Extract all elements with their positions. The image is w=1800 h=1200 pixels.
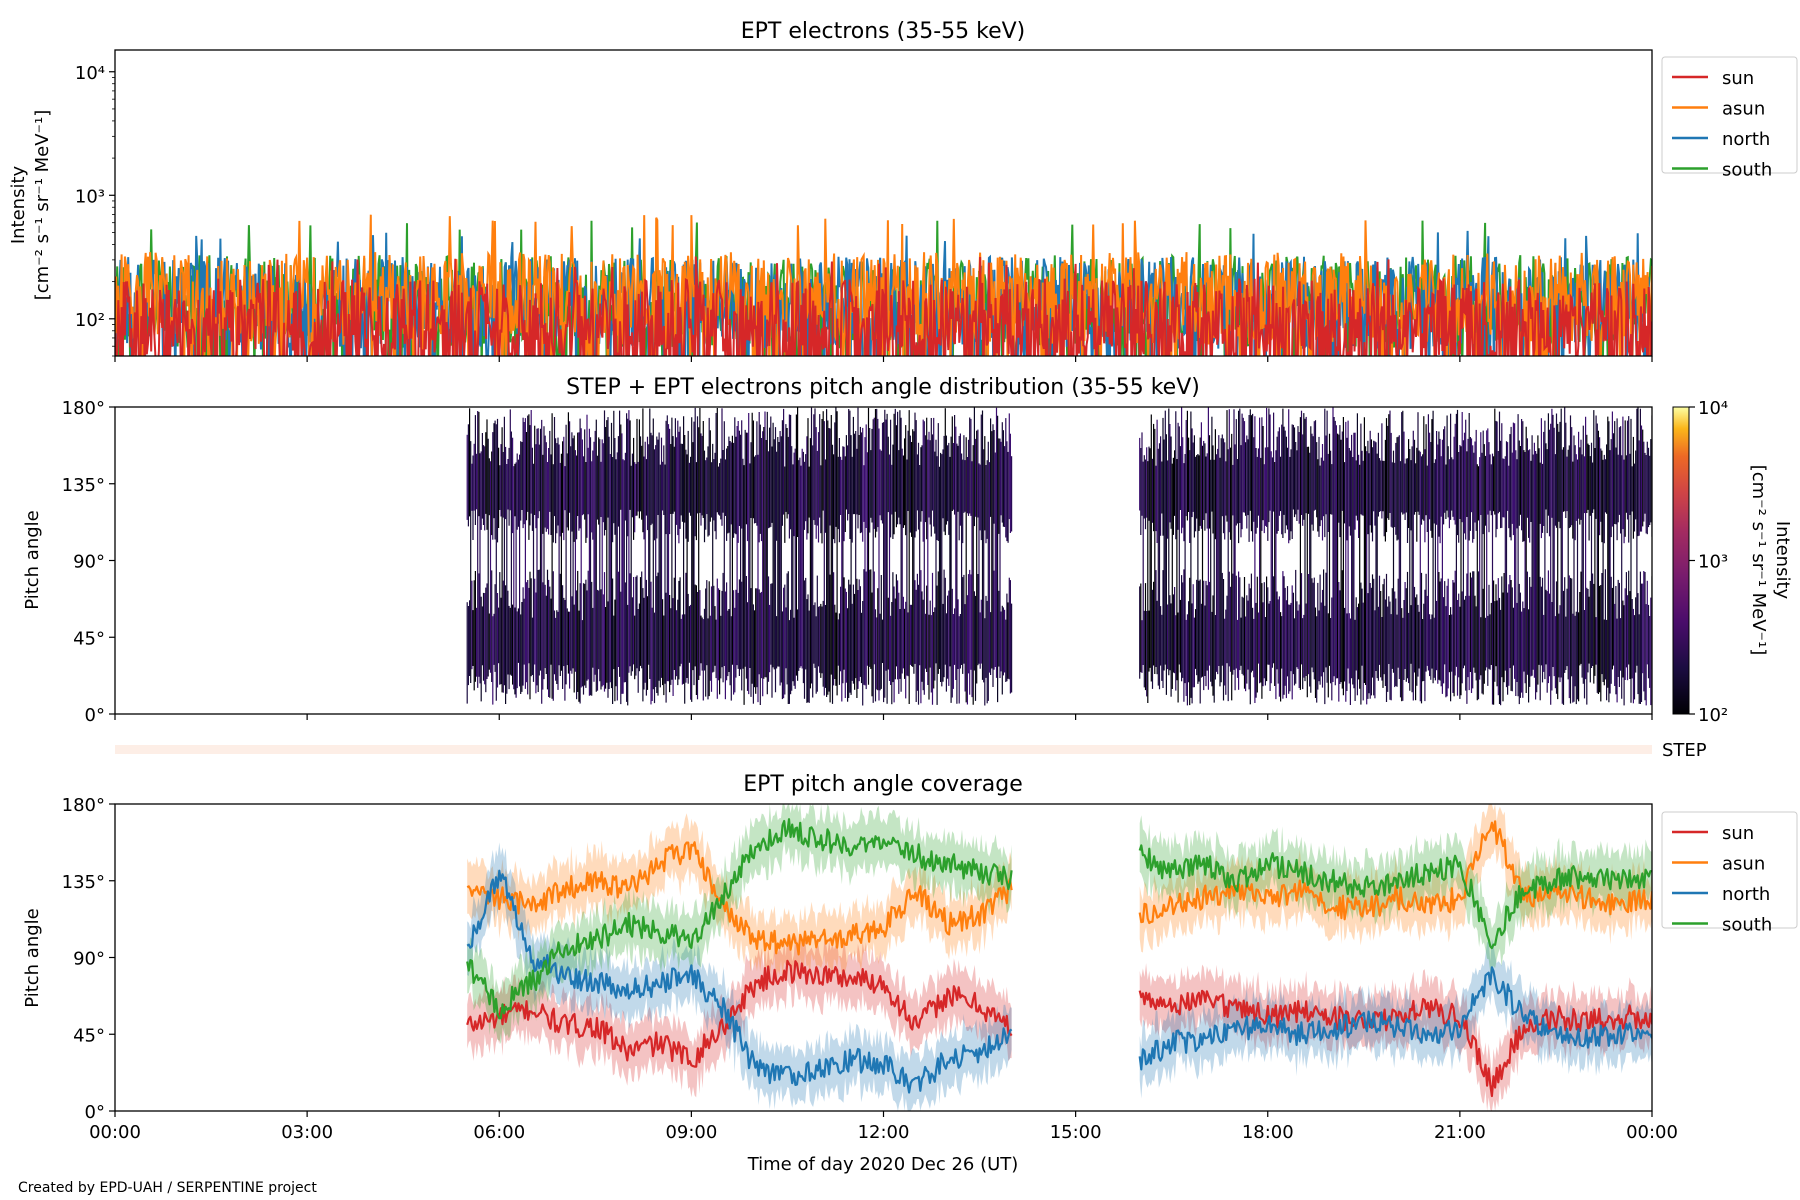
y-tick-label: 45°	[73, 628, 105, 649]
panel-coverage: EPT pitch angle coverage 0° 45° 90° 135° 180…	[22, 772, 1798, 1175]
colorbar-ticks: 10² 10³ 10⁴	[1689, 398, 1728, 726]
legend-entry-north: north	[1722, 129, 1770, 150]
coverage-line-south	[466, 818, 1013, 1020]
panel-1-ylabel-line1: Intensity	[8, 165, 29, 244]
x-tick-label: 00:00	[89, 1122, 141, 1143]
panel-intensity: EPT electrons (35-55 keV) 10² 10³ 10⁴ Inte…	[8, 19, 1798, 362]
panel-1-y-ticks: 10² 10³ 10⁴	[75, 63, 115, 357]
legend-entry-asun: asun	[1722, 854, 1765, 875]
intensity-series-asun	[115, 214, 1652, 356]
panel-pad-heatmap: STEP + EPT electrons pitch angle distrib…	[22, 375, 1793, 726]
coverage-bands	[467, 804, 1652, 1111]
y-tick-label: 180°	[62, 398, 105, 419]
panel-3-legend: sun asun north south	[1661, 811, 1798, 936]
panel-2-title: STEP + EPT electrons pitch angle distrib…	[566, 375, 1200, 400]
y-tick-label: 90°	[73, 949, 105, 970]
panel-3-plot-area	[466, 804, 1652, 1111]
step-strip-label: STEP	[1662, 740, 1707, 761]
coverage-band-asun	[467, 813, 1012, 984]
panel-2-y-ticks: 0° 45° 90° 135° 180°	[62, 398, 115, 726]
panel-2-ylabel: Pitch angle	[22, 510, 43, 609]
coverage-line-north	[466, 869, 1013, 1094]
panel-1-x-ticks	[114, 356, 1653, 362]
x-tick-label: 12:00	[858, 1122, 910, 1143]
y-tick-label: 0°	[85, 1102, 105, 1123]
panel-3-y-ticks: 0° 45° 90° 135° 180°	[62, 795, 115, 1123]
legend-entry-sun: sun	[1722, 68, 1754, 89]
coverage-band-sun	[1139, 963, 1652, 1111]
panel-3-title: EPT pitch angle coverage	[743, 772, 1023, 797]
coverage-line-asun	[1138, 820, 1652, 925]
y-tick-label: 90°	[73, 552, 105, 573]
coverage-line-north	[1138, 966, 1652, 1071]
y-tick-label: 45°	[73, 1025, 105, 1046]
coverage-line-sun	[1138, 989, 1652, 1098]
x-tick-label: 18:00	[1242, 1122, 1294, 1143]
coverage-line-south	[1138, 844, 1652, 950]
legend-box	[1661, 811, 1798, 929]
panel-1-legend: sun asun north south	[1661, 56, 1798, 181]
x-tick-label: 21:00	[1434, 1122, 1486, 1143]
colorbar-label-line2: [cm⁻² s⁻¹ sr⁻¹ MeV⁻¹]	[1748, 465, 1769, 656]
footer-credit: Created by EPD-UAH / SERPENTINE project	[18, 1180, 317, 1196]
colorbar-label-line1: Intensity	[1772, 521, 1793, 600]
x-tick-label: 15:00	[1050, 1122, 1102, 1143]
coverage-line-sun	[466, 959, 1013, 1068]
y-tick-label: 10⁴	[75, 63, 105, 84]
colorbar-tick-label: 10³	[1698, 552, 1728, 573]
legend-entry-south: south	[1722, 160, 1772, 181]
coverage-band-sun	[467, 933, 1012, 1098]
x-tick-label: 00:00	[1626, 1122, 1678, 1143]
legend-box	[1661, 56, 1798, 174]
panel-3-x-ticks: 00:00 03:00 06:00 09:00 12:00 15:00 18:00 21:00…	[89, 1111, 1678, 1143]
intensity-series-sun	[115, 256, 1652, 356]
legend-entry-south: south	[1722, 915, 1772, 936]
step-strip-bar	[115, 745, 1652, 754]
colorbar-tick-label: 10²	[1698, 705, 1728, 726]
x-axis-label: Time of day 2020 Dec 26 (UT)	[747, 1154, 1019, 1175]
y-tick-label: 135°	[62, 475, 105, 496]
x-tick-label: 06:00	[473, 1122, 525, 1143]
panel-2-plot-area	[466, 407, 1652, 706]
panel-step-strip: STEP	[115, 740, 1707, 761]
coverage-line-asun	[466, 841, 1013, 956]
panel-1-title: EPT electrons (35-55 keV)	[741, 19, 1026, 44]
panel-3-ylabel: Pitch angle	[22, 908, 43, 1007]
colorbar-tick-label: 10⁴	[1698, 398, 1728, 419]
y-tick-label: 135°	[62, 872, 105, 893]
x-tick-label: 09:00	[665, 1122, 717, 1143]
coverage-lines	[466, 818, 1652, 1098]
x-tick-label: 03:00	[281, 1122, 333, 1143]
legend-entry-sun: sun	[1722, 823, 1754, 844]
panel-1-plot-area	[115, 214, 1652, 356]
y-tick-label: 180°	[62, 795, 105, 816]
colorbar	[1672, 406, 1690, 715]
y-tick-label: 10²	[75, 310, 105, 331]
panel-1-ylabel-line2: [cm⁻² s⁻¹ sr⁻¹ MeV⁻¹]	[32, 110, 53, 301]
coverage-band-south	[467, 804, 1012, 1044]
panel-2-x-ticks	[114, 714, 1653, 720]
legend-entry-north: north	[1722, 884, 1770, 905]
y-tick-label: 10³	[75, 186, 105, 207]
y-tick-label: 0°	[85, 705, 105, 726]
legend-entry-asun: asun	[1722, 99, 1765, 120]
